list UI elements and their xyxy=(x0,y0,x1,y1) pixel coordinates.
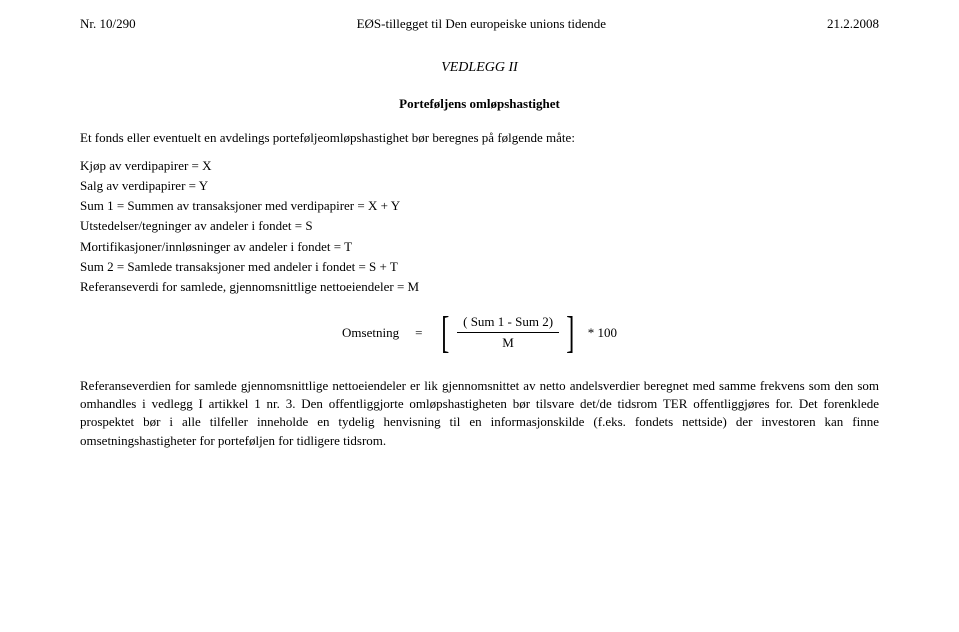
explanatory-paragraph: Referanseverdien for samlede gjennomsnit… xyxy=(80,377,879,450)
right-bracket-icon: ] xyxy=(566,311,574,355)
intro-text: Et fonds eller eventuelt en avdelings po… xyxy=(80,130,879,146)
formula-bracket: [ ( Sum 1 - Sum 2) M ] xyxy=(438,311,577,355)
definition-line: Kjøp av verdipapirer = X xyxy=(80,156,879,176)
formula-equals: = xyxy=(415,325,422,341)
header-center: EØS-tillegget til Den europeiske unions … xyxy=(136,16,827,32)
definition-line: Utstedelser/tegninger av andeler i fonde… xyxy=(80,216,879,236)
formula-lhs: Omsetning xyxy=(342,325,399,341)
definition-line: Sum 1 = Summen av transaksjoner med verd… xyxy=(80,196,879,216)
formula-multiplier: * 100 xyxy=(588,325,617,341)
annex-title: VEDLEGG II xyxy=(80,60,879,76)
page-container: Nr. 10/290 EØS-tillegget til Den europei… xyxy=(0,0,959,470)
definition-line: Referanseverdi for samlede, gjennomsnitt… xyxy=(80,277,879,297)
header-left: Nr. 10/290 xyxy=(80,16,136,32)
definition-line: Sum 2 = Samlede transaksjoner med andele… xyxy=(80,257,879,277)
left-bracket-icon: [ xyxy=(442,311,450,355)
page-header: Nr. 10/290 EØS-tillegget til Den europei… xyxy=(80,16,879,32)
definition-line: Mortifikasjoner/innløsninger av andeler … xyxy=(80,237,879,257)
formula-numerator: ( Sum 1 - Sum 2) xyxy=(457,314,559,333)
definitions-block: Kjøp av verdipapirer = X Salg av verdipa… xyxy=(80,156,879,297)
formula: Omsetning = [ ( Sum 1 - Sum 2) M ] * 100 xyxy=(80,311,879,355)
section-subtitle: Porteføljens omløpshastighet xyxy=(80,96,879,112)
definition-line: Salg av verdipapirer = Y xyxy=(80,176,879,196)
formula-fraction: ( Sum 1 - Sum 2) M xyxy=(457,314,559,351)
header-right: 21.2.2008 xyxy=(827,16,879,32)
formula-denominator: M xyxy=(502,333,514,351)
